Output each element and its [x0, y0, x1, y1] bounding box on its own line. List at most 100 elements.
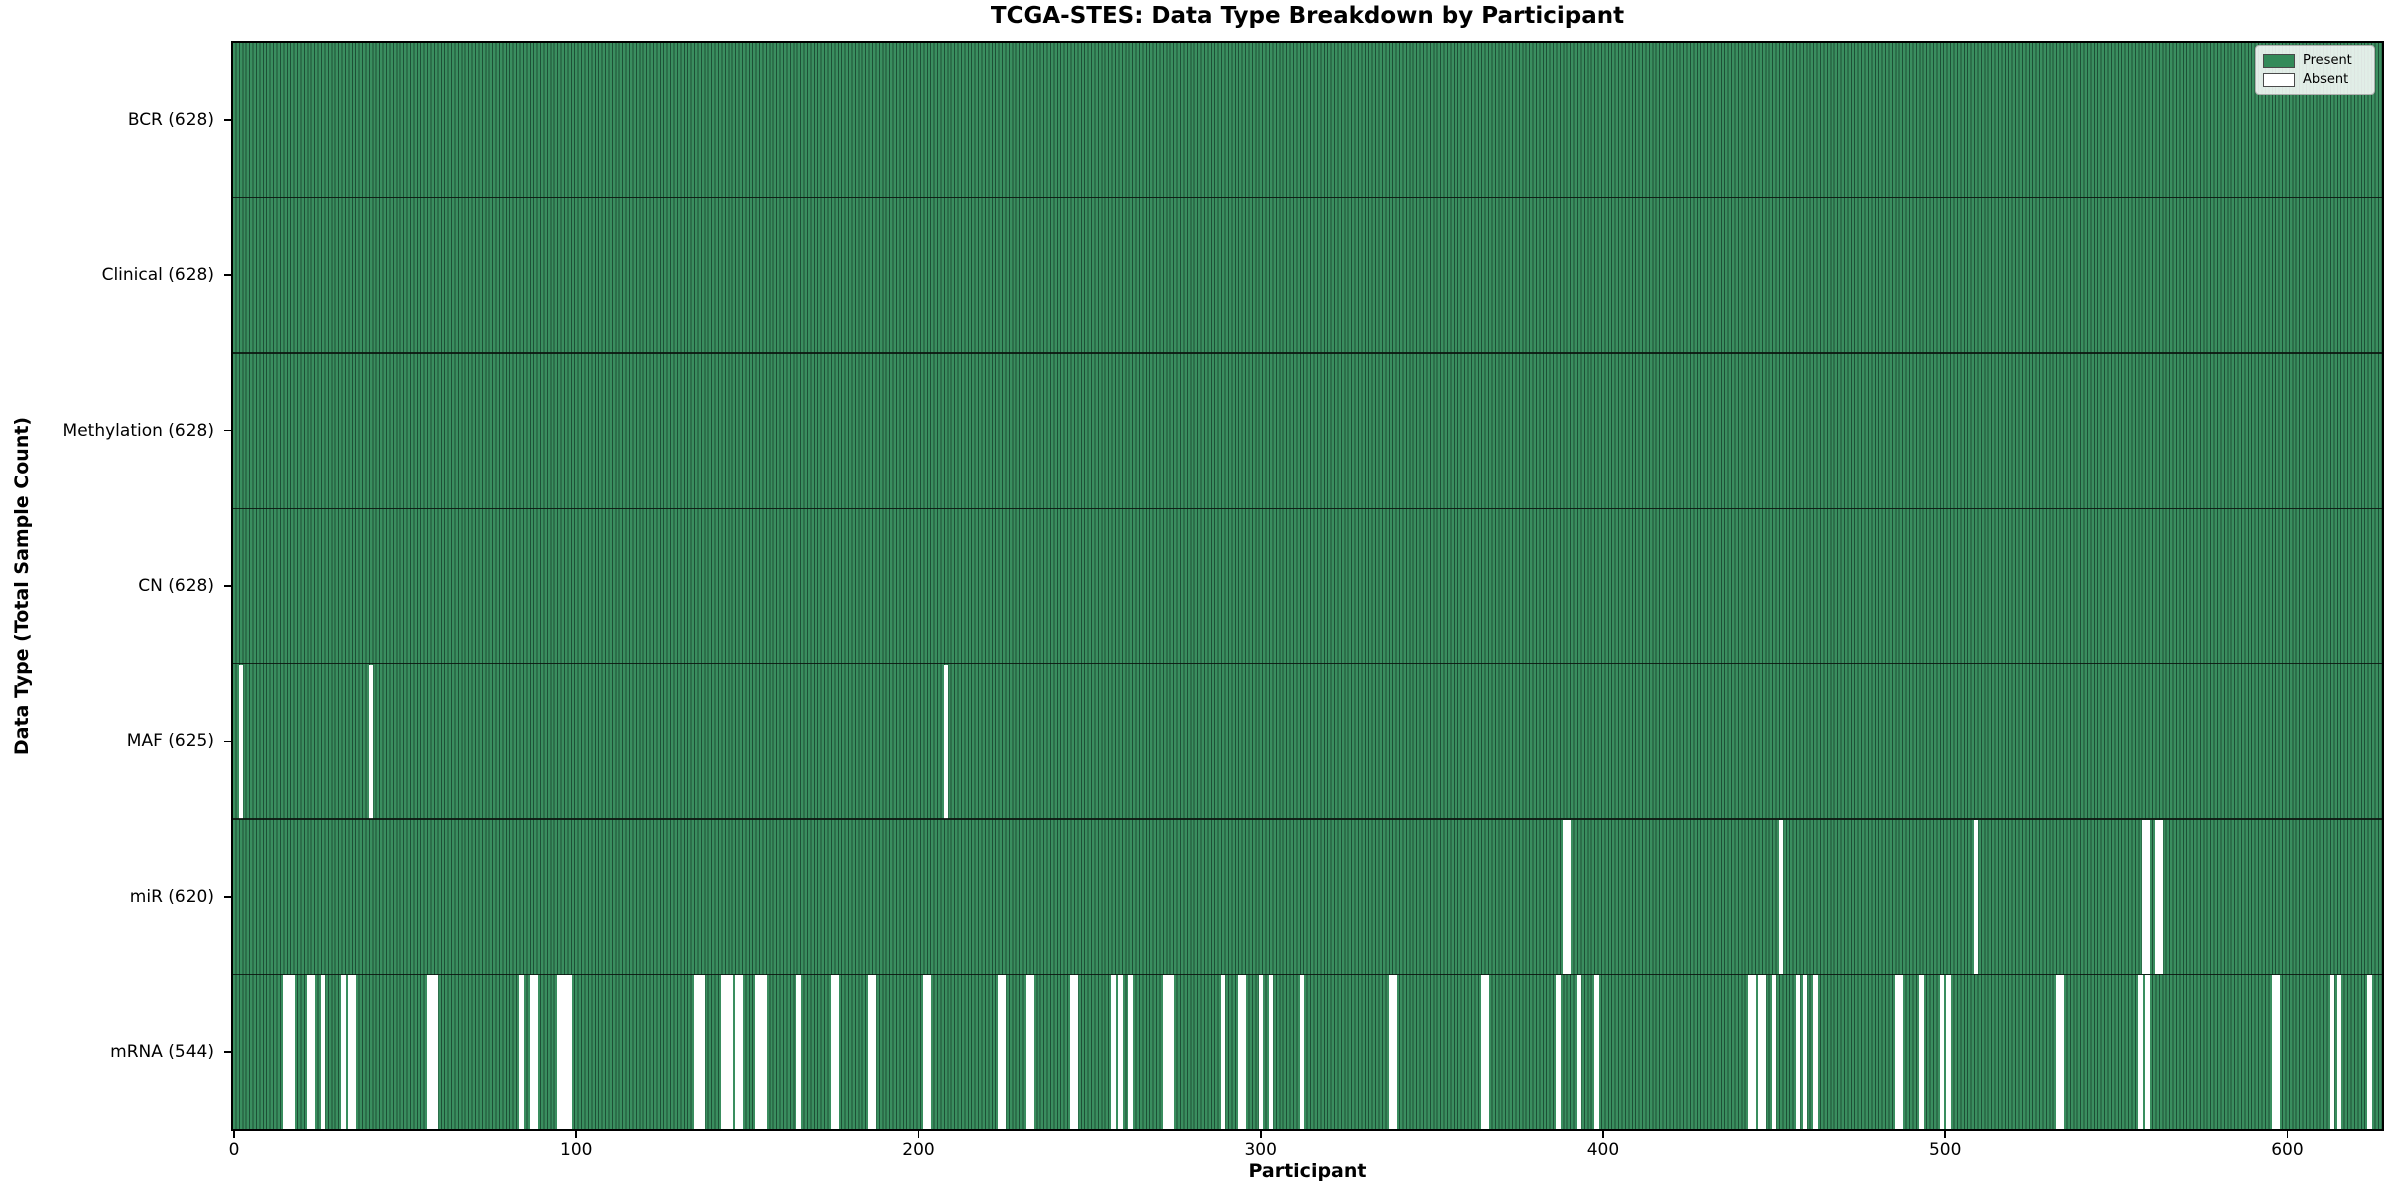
absent-gap-mRNA-444 [1751, 975, 1756, 1130]
absent-gap-mRNA-32 [341, 975, 346, 1130]
x-tick-mark [233, 1131, 235, 1138]
absent-gap-mRNA-16 [286, 975, 292, 1130]
absent-gap-mRNA-145 [728, 975, 733, 1130]
x-tick-label-600: 600 [2271, 1140, 2304, 1160]
absent-gap-mRNA-387 [1556, 975, 1561, 1130]
absent-gap-mRNA-35 [351, 975, 357, 1130]
absent-gap-mRNA-136 [697, 975, 702, 1130]
absent-gap-mRNA-187 [871, 975, 877, 1130]
y-tick-mark [224, 896, 231, 898]
absent-gap-mRNA-135 [693, 975, 699, 1130]
absent-gap-mRNA-262 [1128, 975, 1134, 1130]
absent-gap-mRNA-137 [700, 975, 706, 1130]
absent-gap-mRNA-97 [563, 975, 569, 1130]
absent-gap-mRNA-259 [1118, 975, 1123, 1130]
absent-gap-mRNA-15 [283, 975, 288, 1130]
y-tick-label-miR: miR (620) [129, 886, 214, 907]
absent-gap-mRNA-17 [289, 975, 295, 1130]
x-tick-label-0: 0 [228, 1140, 240, 1160]
absent-gap-mRNA-596 [2271, 975, 2277, 1130]
absent-gap-mRNA-165 [796, 975, 802, 1130]
absent-gap-mRNA-147 [734, 975, 740, 1130]
legend: Present Absent [2255, 45, 2375, 95]
y-tick-mark [224, 1051, 231, 1054]
absent-gap-mRNA-57 [426, 975, 432, 1130]
absent-gap-mRNA-486 [1895, 975, 1900, 1130]
absent-gap-mRNA-499 [1939, 975, 1945, 1130]
absent-gap-MAF-2 [238, 664, 244, 819]
absent-gap-mRNA-339 [1391, 975, 1397, 1130]
y-tick-mark [224, 429, 231, 432]
absent-gap-mRNA-312 [1299, 975, 1305, 1130]
y-tick-label-Methylation: Methylation (628) [62, 420, 214, 441]
absent-gap-mRNA-398 [1593, 975, 1599, 1130]
x-tick-label-100: 100 [560, 1140, 593, 1160]
absent-gap-mRNA-34 [348, 975, 353, 1130]
x-tick-mark [1944, 1131, 1946, 1138]
absent-gap-mRNA-533 [2055, 975, 2061, 1130]
absent-gap-mRNA-59 [433, 975, 439, 1130]
absent-gap-mRNA-273 [1166, 975, 1171, 1130]
absent-gap-mRNA-186 [868, 975, 873, 1130]
y-tick-mark [224, 118, 231, 121]
absent-gap-miR-509 [1973, 819, 1979, 974]
absent-gap-mRNA-26 [320, 975, 326, 1130]
absent-gap-mRNA-443 [1747, 975, 1753, 1130]
absent-gap-mRNA-294 [1237, 975, 1243, 1130]
row-separator [232, 196, 2383, 199]
absent-gap-mRNA-95 [556, 975, 562, 1130]
absent-gap-mRNA-232 [1025, 975, 1031, 1130]
absent-gap-mRNA-58 [430, 975, 435, 1130]
x-axis-title: Participant [1248, 1160, 1367, 1182]
absent-gap-mRNA-87 [529, 975, 535, 1130]
absent-gap-mRNA-202 [923, 975, 928, 1130]
absent-gap-mRNA-303 [1268, 975, 1274, 1130]
absent-gap-mRNA-447 [1761, 975, 1767, 1130]
absent-gap-mRNA-462 [1812, 975, 1818, 1130]
absent-gap-mRNA-446 [1758, 975, 1763, 1130]
absent-gap-mRNA-148 [738, 975, 743, 1130]
row-separator [232, 352, 2383, 354]
absent-gap-mRNA-393 [1576, 975, 1582, 1130]
absent-gap-miR-389 [1563, 819, 1568, 974]
absent-gap-mRNA-84 [519, 975, 524, 1130]
absent-gap-mRNA-154 [758, 975, 764, 1130]
y-tick-label-BCR: BCR (628) [127, 109, 214, 130]
row-separator [232, 818, 2383, 820]
absent-gap-mRNA-245 [1070, 975, 1075, 1130]
absent-gap-mRNA-153 [755, 975, 761, 1130]
absent-gap-miR-390 [1566, 819, 1572, 974]
absent-gap-mRNA-175 [830, 975, 836, 1130]
absent-gap-mRNA-295 [1241, 975, 1247, 1130]
absent-gap-mRNA-557 [2138, 975, 2143, 1130]
absent-gap-mRNA-272 [1162, 975, 1168, 1130]
absent-gap-MAF-40 [368, 664, 374, 819]
absent-gap-mRNA-144 [724, 975, 730, 1130]
absent-gap-mRNA-225 [1001, 975, 1007, 1130]
x-tick-mark [1259, 1131, 1262, 1138]
y-tick-mark [224, 740, 231, 743]
row-separator [232, 973, 2383, 976]
absent-gap-mRNA-143 [721, 975, 726, 1130]
y-tick-label-MAF: MAF (625) [126, 731, 214, 752]
absent-gap-mRNA-224 [998, 975, 1004, 1130]
y-tick-label-Clinical: Clinical (628) [101, 265, 214, 286]
absent-gap-mRNA-613 [2329, 975, 2335, 1130]
absent-gap-mRNA-450 [1771, 975, 1777, 1130]
x-tick-label-300: 300 [1244, 1140, 1277, 1160]
presence-bars-background [232, 42, 2383, 1130]
plot-area: Present Absent [231, 41, 2384, 1131]
legend-label-present: Present [2303, 53, 2352, 68]
x-tick-mark [2286, 1131, 2289, 1138]
x-tick-mark [575, 1131, 578, 1138]
absent-gap-mRNA-597 [2274, 975, 2280, 1130]
absent-gap-miR-562 [2155, 819, 2160, 974]
absent-gap-mRNA-274 [1169, 975, 1175, 1130]
absent-gap-mRNA-203 [926, 975, 932, 1130]
absent-gap-mRNA-98 [567, 975, 572, 1130]
x-tick-mark [917, 1131, 920, 1138]
legend-item-present: Present [2263, 51, 2367, 70]
absent-gap-mRNA-246 [1073, 975, 1079, 1130]
legend-label-absent: Absent [2303, 72, 2349, 87]
row-separator [232, 507, 2383, 509]
